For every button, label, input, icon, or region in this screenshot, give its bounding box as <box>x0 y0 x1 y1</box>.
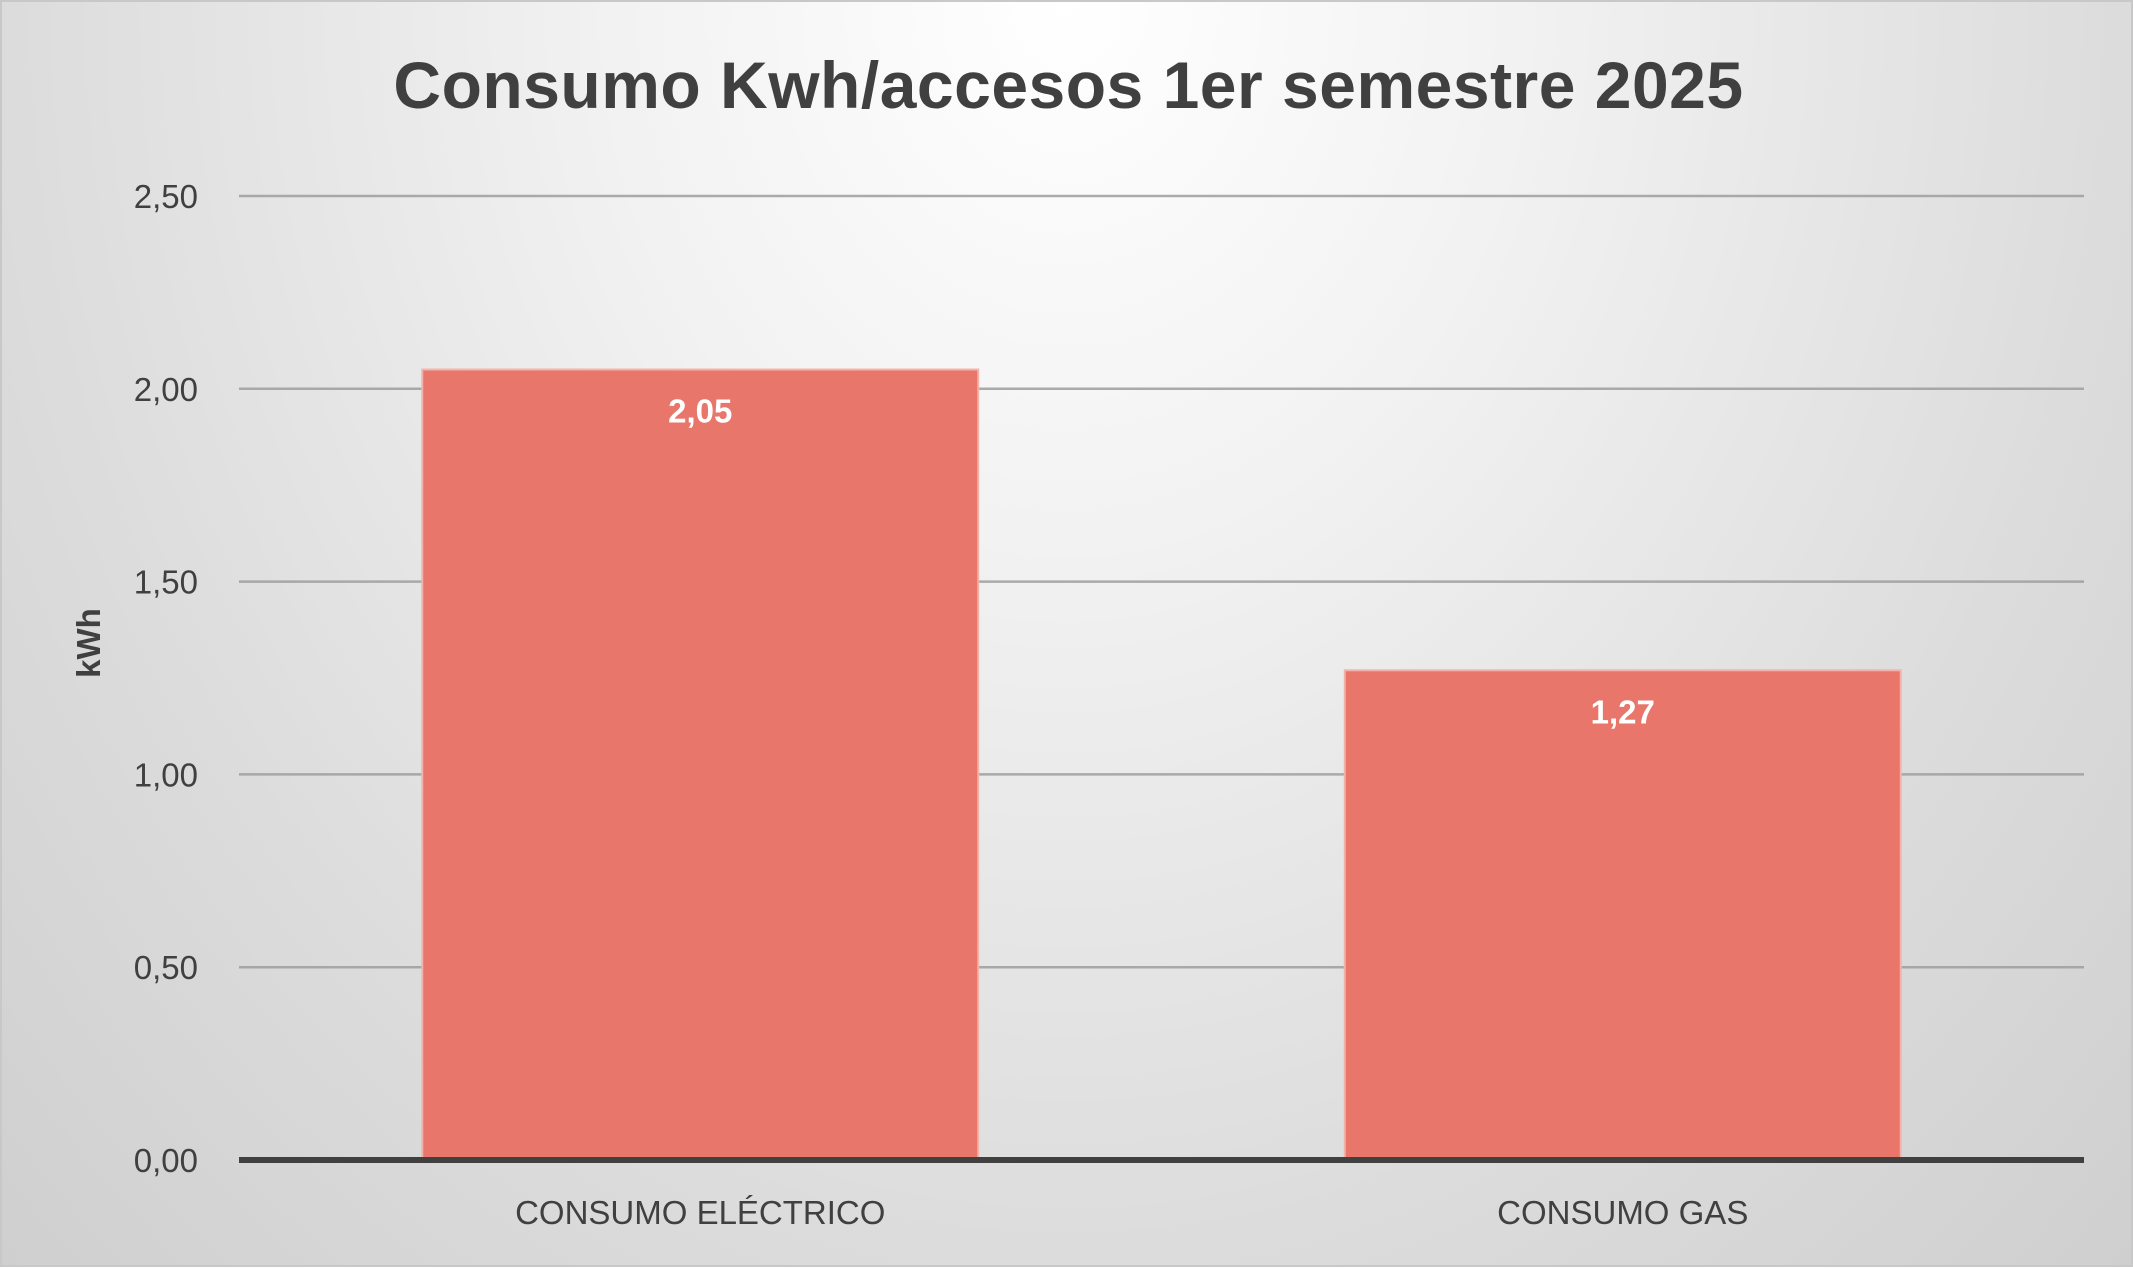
x-tick-label: CONSUMO GAS <box>1497 1194 1748 1231</box>
y-tick-label: 0,50 <box>134 949 198 986</box>
y-tick-label: 0,00 <box>134 1142 198 1179</box>
bar <box>1343 669 1902 1162</box>
chart-title: Consumo Kwh/accesos 1er semestre 2025 <box>393 48 1744 122</box>
y-tick-label: 2,50 <box>134 178 198 215</box>
data-label: 1,27 <box>1591 693 1655 730</box>
y-axis-title: kWh <box>70 608 107 678</box>
y-tick-label: 1,00 <box>134 756 198 793</box>
y-tick-label: 2,00 <box>134 371 198 408</box>
bar <box>421 368 980 1161</box>
data-label: 2,05 <box>668 393 732 430</box>
x-tick-label: CONSUMO ELÉCTRICO <box>515 1194 885 1231</box>
y-tick-label: 1,50 <box>134 564 198 601</box>
